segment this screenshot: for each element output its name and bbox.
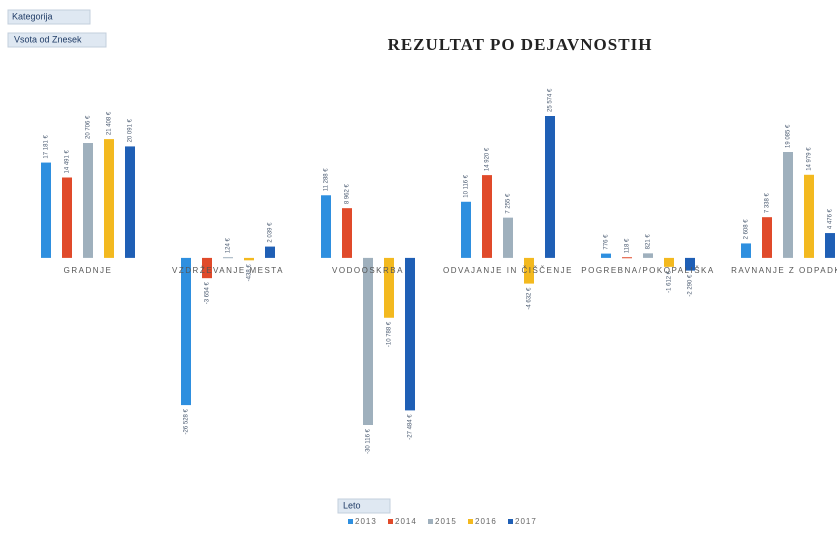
bar — [762, 217, 772, 258]
bar — [524, 257, 534, 284]
category-label: GRADNJE — [64, 266, 113, 275]
bar — [384, 257, 394, 318]
bar — [545, 116, 555, 258]
field-button[interactable] — [7, 9, 91, 25]
data-label: -30 116 € — [366, 428, 372, 454]
bar — [685, 257, 695, 271]
data-label: -2 290 € — [688, 274, 694, 297]
bar — [202, 257, 212, 279]
legend-label: 2015 — [435, 517, 457, 526]
bar — [461, 201, 471, 258]
bar — [62, 177, 72, 258]
bar — [643, 253, 653, 258]
legend-swatch — [348, 519, 353, 524]
field-button[interactable] — [7, 32, 107, 48]
field-button[interactable] — [337, 498, 391, 514]
legend-label: 2013 — [355, 517, 377, 526]
legend-label: 2014 — [395, 517, 417, 526]
data-label: -3 654 € — [205, 282, 211, 305]
data-label: 14 920 € — [485, 147, 491, 171]
bar — [783, 152, 793, 258]
bar — [405, 257, 415, 411]
legend-swatch — [508, 519, 513, 524]
bar — [83, 143, 93, 258]
category-label: VZDRŽEVANJE MESTA — [172, 266, 284, 275]
bar — [342, 208, 352, 258]
field-button-label: Leto — [343, 500, 361, 510]
bar — [482, 175, 492, 258]
data-label: 7 255 € — [506, 193, 512, 214]
data-label: 118 € — [625, 238, 631, 253]
bar — [622, 257, 632, 259]
category-label: ODVAJANJE IN ČIŠČENJE — [443, 266, 573, 275]
data-label: -4 632 € — [527, 287, 533, 310]
bar — [265, 246, 275, 258]
bar — [804, 174, 814, 258]
data-label: 20 706 € — [86, 115, 92, 139]
data-label: -438 € — [247, 264, 253, 282]
data-label: 4 476 € — [828, 208, 834, 229]
data-label: 821 € — [646, 234, 652, 250]
bar — [503, 217, 513, 258]
field-button-label: Vsota od Znesek — [14, 34, 82, 44]
bar — [825, 233, 835, 258]
category-label: RAVNANJE Z ODPADKI — [731, 266, 837, 275]
data-label: 124 € — [226, 238, 232, 254]
data-label: 19 085 € — [786, 124, 792, 148]
chart-title: REZULTAT PO DEJAVNOSTIH — [388, 35, 653, 54]
data-label: 7 338 € — [765, 193, 771, 214]
data-label: -27 484 € — [408, 414, 414, 440]
bar — [244, 257, 254, 261]
data-label: 2 039 € — [268, 222, 274, 243]
category-label: POGREBNA/POKOPALIŠKA — [581, 266, 714, 275]
data-label: 21 408 € — [107, 111, 113, 135]
data-label: -26 528 € — [184, 408, 190, 434]
bar — [181, 257, 191, 406]
data-label: -1 612 € — [667, 270, 673, 293]
data-label: -10 788 € — [387, 321, 393, 347]
legend-swatch — [468, 519, 473, 524]
data-label: 25 574 € — [548, 88, 554, 112]
bar — [363, 257, 373, 425]
bar — [41, 162, 51, 258]
bar — [601, 253, 611, 258]
bar — [321, 195, 331, 258]
bar — [223, 257, 233, 259]
bar — [104, 139, 114, 258]
data-label: 14 979 € — [807, 147, 813, 171]
data-label: 11 288 € — [324, 168, 330, 192]
bar — [125, 146, 135, 258]
data-label: 17 181 € — [44, 135, 50, 159]
data-label: 2 608 € — [744, 219, 750, 240]
category-label: VODOOSKRBA — [332, 266, 404, 275]
legend-label: 2017 — [515, 517, 537, 526]
data-label: 20 091 € — [128, 118, 134, 142]
bar — [664, 257, 674, 267]
legend-label: 2016 — [475, 517, 497, 526]
data-label: 10 116 € — [464, 174, 470, 198]
field-button-label: Kategorija — [12, 11, 53, 21]
data-label: 14 491 € — [65, 149, 71, 173]
legend-swatch — [388, 519, 393, 524]
data-label: 776 € — [604, 234, 610, 250]
legend-swatch — [428, 519, 433, 524]
data-label: 8 962 € — [345, 183, 351, 204]
bar — [741, 243, 751, 258]
